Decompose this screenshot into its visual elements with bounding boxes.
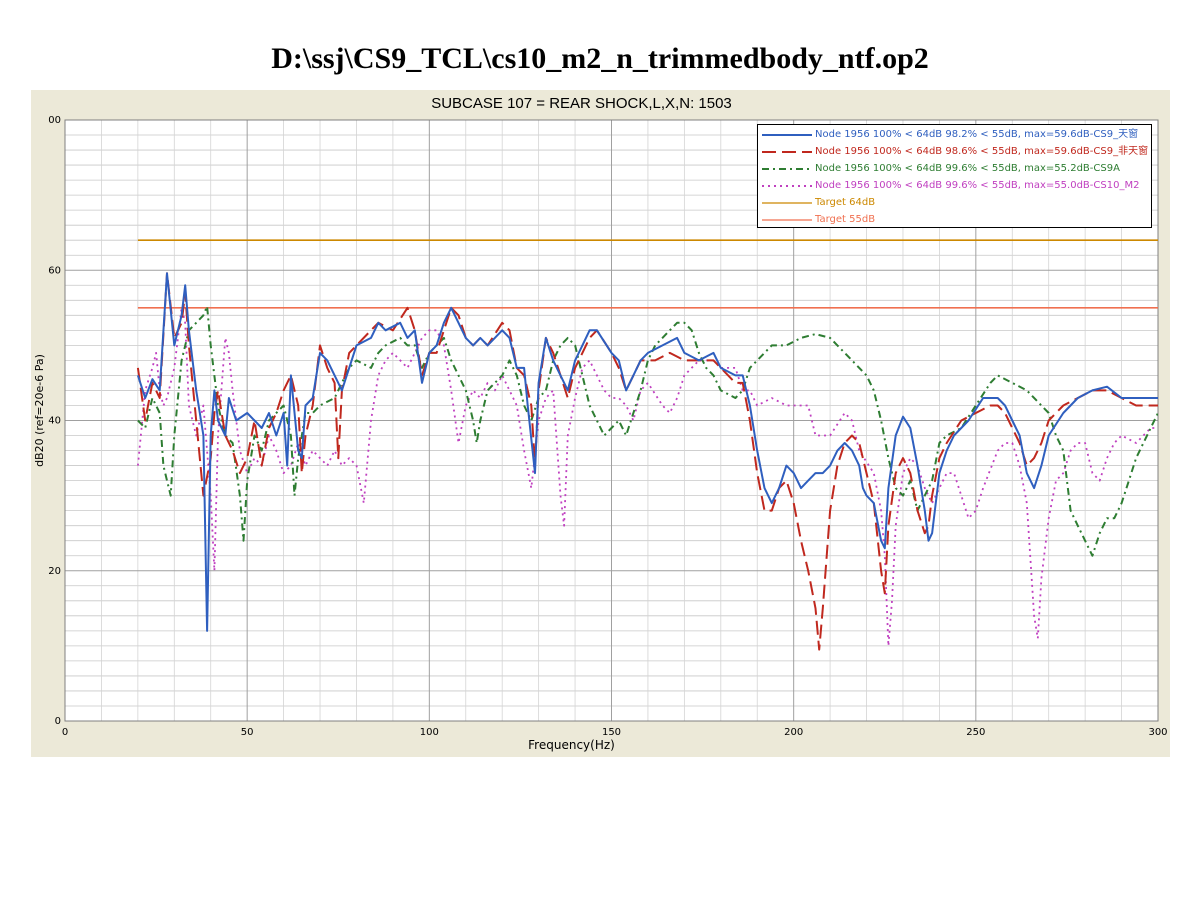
x-axis-label: Frequency(Hz) xyxy=(528,738,615,752)
legend-item: Node 1956 100% < 64dB 98.6% < 55dB, max=… xyxy=(758,144,1151,160)
x-tick-label: 300 xyxy=(1148,727,1167,738)
legend-item: Node 1956 100% < 64dB 99.6% < 55dB, max=… xyxy=(758,178,1151,194)
x-tick-label: 100 xyxy=(420,727,439,738)
legend-item: Node 1956 100% < 64dB 98.2% < 55dB, max=… xyxy=(758,127,1151,143)
series-line-4 xyxy=(137,306,1158,647)
y-tick-label: 0 xyxy=(55,716,61,727)
legend-item: Node 1956 100% < 64dB 99.6% < 55dB, max=… xyxy=(758,161,1151,177)
series-line-2 xyxy=(136,272,1158,651)
legend-swatch xyxy=(762,134,812,136)
page-title: D:\ssj\CS9_TCL\cs10_m2_n_trimmedbody_ntf… xyxy=(271,42,929,75)
y-tick-label: 60 xyxy=(48,265,61,276)
legend-item: Target 55dB xyxy=(758,212,1151,228)
legend-swatch xyxy=(762,168,812,170)
chart-legend: Node 1956 100% < 64dB 98.2% < 55dB, max=… xyxy=(757,124,1152,228)
legend-swatch xyxy=(762,219,812,221)
x-tick-label: 150 xyxy=(602,727,621,738)
legend-label: Node 1956 100% < 64dB 98.2% < 55dB, max=… xyxy=(815,129,1139,140)
legend-label: Node 1956 100% < 64dB 99.6% < 55dB, max=… xyxy=(815,180,1140,191)
y-tick-label: 00 xyxy=(48,115,61,126)
legend-label: Target 55dB xyxy=(815,214,876,225)
legend-label: Target 64dB xyxy=(815,197,876,208)
legend-item: Target 64dB xyxy=(758,195,1151,211)
legend-label: Node 1956 100% < 64dB 98.6% < 55dB, max=… xyxy=(815,146,1149,157)
x-tick-label: 250 xyxy=(966,727,985,738)
y-tick-label: 20 xyxy=(48,566,61,577)
series-line-1 xyxy=(136,272,1158,632)
legend-swatch xyxy=(762,151,812,153)
x-tick-label: 0 xyxy=(62,727,68,738)
x-tick-label: 50 xyxy=(241,727,254,738)
legend-swatch xyxy=(762,185,812,187)
y-tick-label: 40 xyxy=(48,416,61,427)
legend-swatch xyxy=(762,202,812,204)
chart-title: SUBCASE 107 = REAR SHOCK,L,X,N: 1503 xyxy=(431,95,732,112)
plot-frame xyxy=(64,119,1159,722)
y-axis-label: dB20 (ref=20e-6 Pa) xyxy=(33,354,46,467)
x-tick-label: 200 xyxy=(784,727,803,738)
legend-label: Node 1956 100% < 64dB 99.6% < 55dB, max=… xyxy=(815,163,1120,174)
